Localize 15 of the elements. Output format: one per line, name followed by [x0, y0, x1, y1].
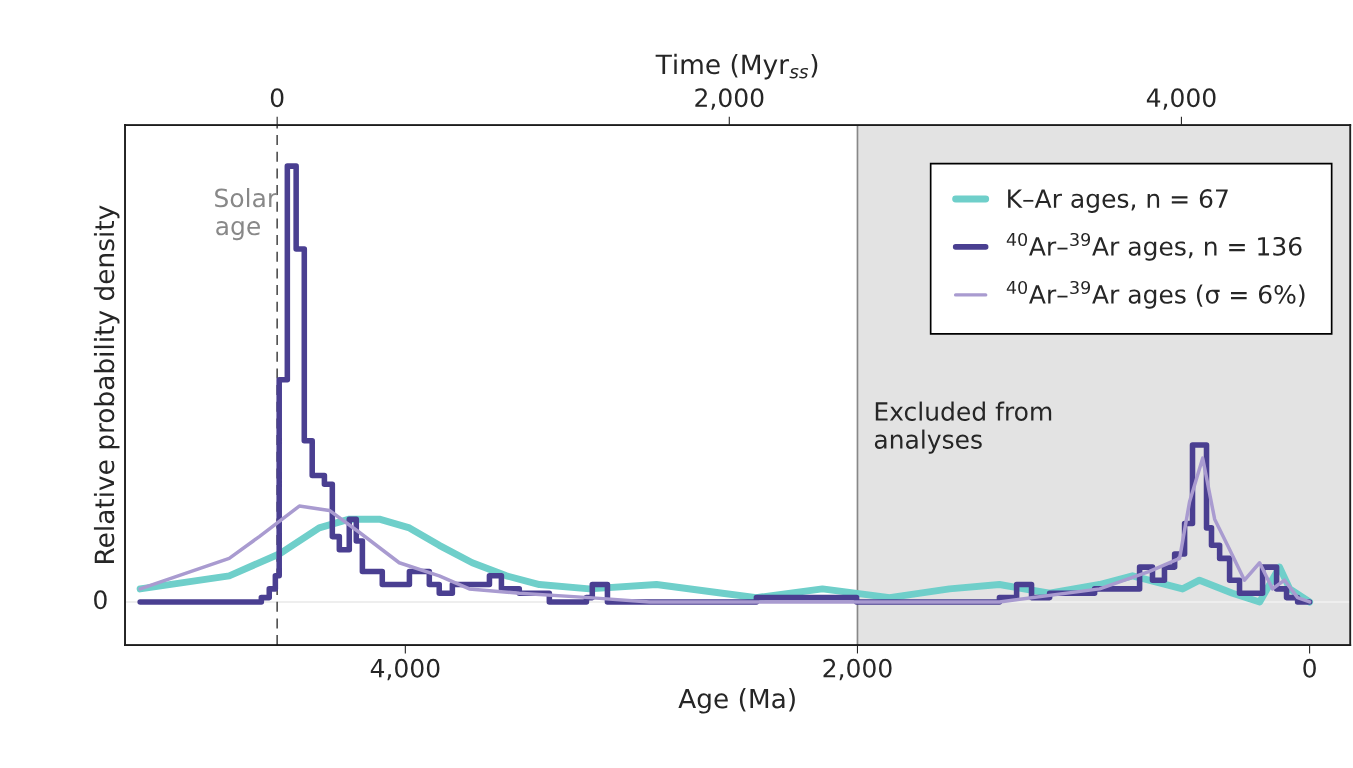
x2-tick-label: 2,000: [695, 88, 764, 110]
ref-line-label: Solar age: [215, 188, 278, 241]
x-tick-label: 2,000: [823, 658, 892, 681]
text: 0: [94, 590, 107, 610]
x2-axis-title: Time (Myr$_{ss}$): [655, 53, 818, 80]
legend-label: K–Ar ages, n = 67: [1008, 189, 1228, 213]
band-label: Excluded from analyses: [874, 401, 1052, 454]
legend-label: $^{40}$Ar–$^{39}$Ar ages, n = 136: [1006, 232, 1302, 261]
y-axis-title: Relative probability density: [93, 205, 120, 563]
x-tick-label: 0: [1303, 658, 1316, 678]
x-tick-label: 4,000: [370, 658, 440, 681]
x2-tick-label: 0: [270, 88, 284, 108]
legend-label: $^{40}$Ar–$^{39}$Ar ages (σ = 6%): [1006, 280, 1305, 309]
x2-tick-label: 4,000: [1146, 88, 1216, 110]
x-axis-title: Age (Ma): [678, 688, 795, 714]
